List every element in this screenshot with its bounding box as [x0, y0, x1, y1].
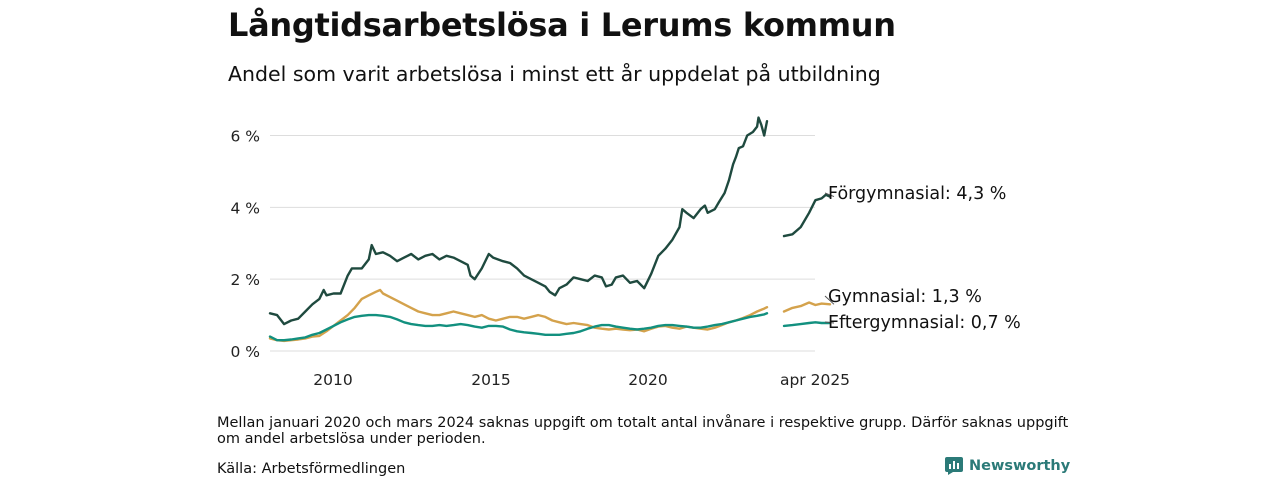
y-tick-label: 6 % [230, 128, 260, 146]
x-tick-label: 2020 [628, 371, 667, 389]
series-label: Gymnasial: 1,3 % [828, 287, 982, 307]
chart-title: Långtidsarbetslösa i Lerums kommun [228, 6, 896, 44]
line-chart: 0 % 2 % 4 % 6 % 2010 2015 2020 apr 2025 Förgymna… [230, 116, 1021, 389]
series-line [782, 193, 832, 238]
series-line [268, 312, 769, 342]
chart-subtitle: Andel som varit arbetslösa i minst ett å… [228, 62, 881, 86]
source-note: Källa: Arbetsförmedlingen [217, 461, 406, 477]
x-tick-label: 2010 [313, 371, 352, 389]
label-connector [824, 295, 835, 305]
y-tick-label: 4 % [230, 199, 260, 217]
newsworthy-logo: Newsworthy [945, 457, 1070, 475]
x-tick-label: apr 2025 [780, 371, 850, 389]
y-tick-label: 2 % [230, 271, 260, 289]
label-connector [824, 192, 835, 198]
label-connector [824, 321, 835, 324]
series-line [782, 301, 832, 313]
x-tick-label: 2015 [471, 371, 510, 389]
newsworthy-chart-icon [945, 457, 963, 475]
series-label: Förgymnasial: 4,3 % [828, 184, 1006, 204]
series-line [268, 288, 769, 343]
footnote: Mellan januari 2020 och mars 2024 saknas… [217, 415, 1069, 447]
series-label: Eftergymnasial: 0,7 % [828, 313, 1021, 333]
series-line [268, 116, 769, 326]
logo-text: Newsworthy [969, 458, 1071, 474]
y-tick-label: 0 % [230, 343, 260, 361]
series-line [782, 321, 832, 328]
